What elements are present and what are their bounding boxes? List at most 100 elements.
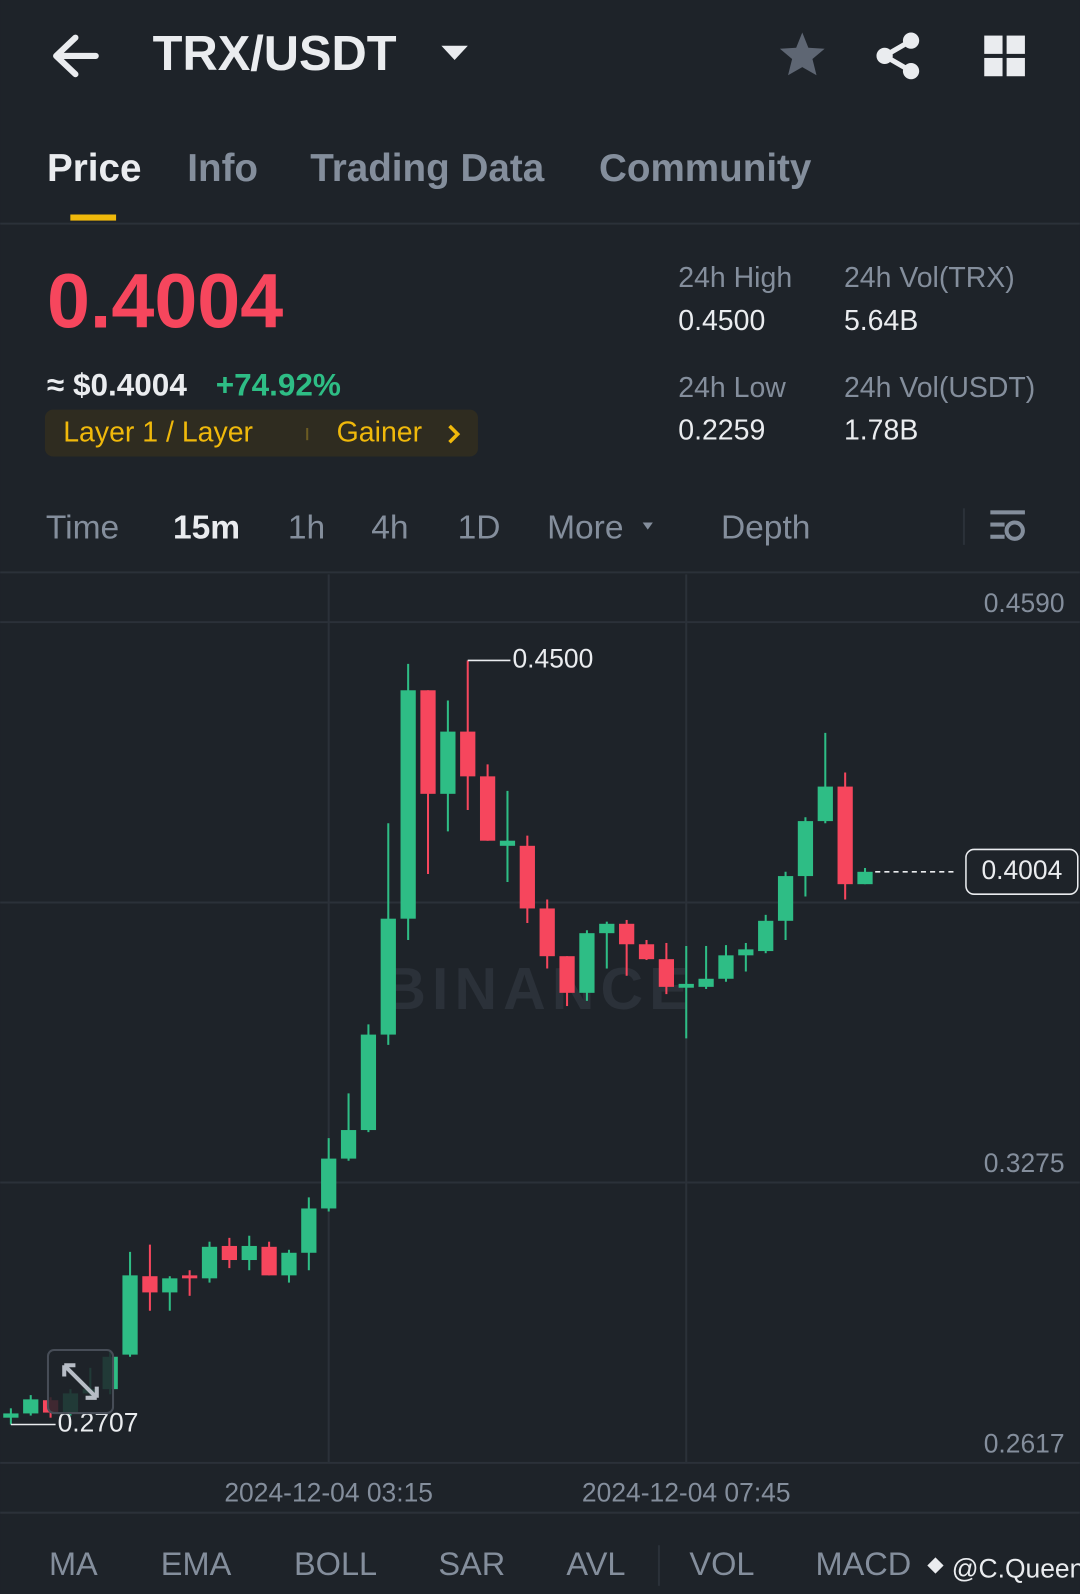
candle-body (460, 731, 476, 777)
indicator-option[interactable]: BOLL (294, 1546, 377, 1582)
interval-option[interactable]: Time (46, 509, 119, 546)
stat-value: 1.78B (844, 415, 918, 447)
grid-cell (1006, 35, 1025, 54)
candle-body (201, 1246, 218, 1279)
stat-label: 24h Vol(USDT) (844, 372, 1035, 404)
tab[interactable]: Price (47, 147, 141, 190)
stat-label: 24h High (678, 262, 792, 294)
last-price-tag (965, 848, 1079, 895)
candle-body (380, 918, 396, 1035)
indicator-option[interactable]: SAR (438, 1546, 505, 1582)
share-link (879, 38, 913, 74)
tab[interactable]: Community (599, 147, 812, 190)
candle-body (301, 1208, 317, 1253)
candle-body (718, 955, 734, 979)
candle-body (638, 944, 655, 960)
indicator-option[interactable]: EMA (161, 1546, 232, 1582)
interval-option[interactable]: 4h (371, 509, 408, 546)
last-price-label: 0.4004 (981, 855, 1062, 885)
candle-body (440, 731, 456, 794)
tag-chevron (448, 424, 461, 444)
y-tick-label: 0.3275 (984, 1148, 1065, 1178)
candle-body (619, 923, 635, 945)
tag: Gainer (337, 417, 422, 449)
candle-body (340, 1130, 357, 1159)
y-tick-label: 0.4590 (984, 588, 1065, 618)
last-price: 0.4004 (47, 258, 283, 344)
indicator-option[interactable]: AVL (566, 1546, 625, 1582)
candle-body (817, 786, 833, 822)
stats: 24h High 0.4500 24h Vol(TRX) 5.64B 24h Low 0.… (678, 262, 1035, 446)
x-tick-label: 2024-12-04 03:15 (224, 1477, 433, 1507)
high-marker-label: 0.4500 (512, 643, 593, 673)
candle-body (738, 949, 754, 956)
candle-body (221, 1245, 237, 1261)
candle-body (261, 1246, 277, 1276)
candle-body (797, 821, 814, 877)
candle-body (360, 1034, 377, 1131)
interval-bar: Time 15m 1h 4h 1D More Depth (46, 509, 810, 546)
back-button[interactable] (53, 34, 99, 78)
indicator-bar: MA EMA BOLL SAR AVL VOL MACD (49, 1546, 911, 1582)
pair-title[interactable]: TRX/USDT (153, 27, 397, 81)
more-dropdown-icon[interactable] (642, 522, 653, 530)
candle-body (857, 871, 873, 885)
candle-body (837, 786, 853, 885)
chart-settings-button[interactable] (990, 510, 1025, 541)
share-button[interactable] (876, 32, 920, 80)
chart: BINANCE0.45900.39320.32750.26172024-12-0… (0, 574, 1080, 1507)
candle-body (479, 776, 496, 841)
candle-body (241, 1245, 257, 1261)
candle-body (658, 959, 675, 987)
expand-chart-button[interactable] (46, 1349, 115, 1415)
settings-line (990, 510, 1025, 515)
candle-body (400, 690, 416, 919)
stat-label: 24h Vol(TRX) (844, 262, 1015, 294)
candle-body (758, 920, 774, 952)
usd-price: ≈ $0.4004 (47, 367, 187, 403)
stat-value: 0.4500 (678, 305, 765, 337)
candle-body (519, 845, 535, 909)
watermark: BINANCE (383, 957, 694, 1022)
candle-body (678, 983, 694, 988)
candle-body (420, 690, 436, 794)
favorite-star[interactable] (779, 32, 825, 76)
price-change: +74.92% (216, 367, 341, 403)
tab[interactable]: Trading Data (310, 147, 544, 190)
candle-body (777, 876, 794, 921)
candle-body (122, 1275, 138, 1355)
interval-option[interactable]: 1h (288, 509, 325, 546)
indicator-option[interactable]: MA (49, 1546, 98, 1582)
candle-body (539, 908, 555, 957)
interval-option[interactable]: 15m (173, 509, 240, 546)
settings-line (990, 522, 1005, 527)
back-arrow-icon (53, 34, 99, 78)
stat-label: 24h Low (678, 372, 786, 404)
credit-logo (927, 1557, 944, 1574)
tag-chip[interactable]: Layer 1 / Layer Gainer (44, 409, 478, 457)
candle-body (321, 1158, 337, 1209)
indicator-option[interactable]: MACD (815, 1546, 911, 1582)
candle-body (559, 956, 575, 993)
menu-grid-button[interactable] (984, 35, 1025, 77)
interval-option[interactable]: 1D (458, 509, 501, 546)
candle-body (698, 978, 714, 987)
tab[interactable]: Info (187, 147, 258, 190)
candle-body (142, 1276, 158, 1293)
candle-body (182, 1275, 198, 1279)
grid-cell (984, 57, 1003, 77)
pair-dropdown-icon[interactable] (441, 45, 468, 60)
candle-body (579, 933, 595, 993)
candle-body (23, 1399, 39, 1414)
settings-gear (1004, 520, 1025, 541)
grid-cell (984, 35, 1003, 54)
grid-cell (1006, 57, 1025, 77)
settings-line (990, 534, 1005, 539)
interval-option[interactable]: Depth (721, 509, 810, 546)
candle-body (499, 840, 516, 846)
indicator-option[interactable]: VOL (689, 1546, 754, 1582)
y-tick-label: 0.2617 (984, 1429, 1065, 1459)
interval-option[interactable]: More (547, 509, 623, 546)
